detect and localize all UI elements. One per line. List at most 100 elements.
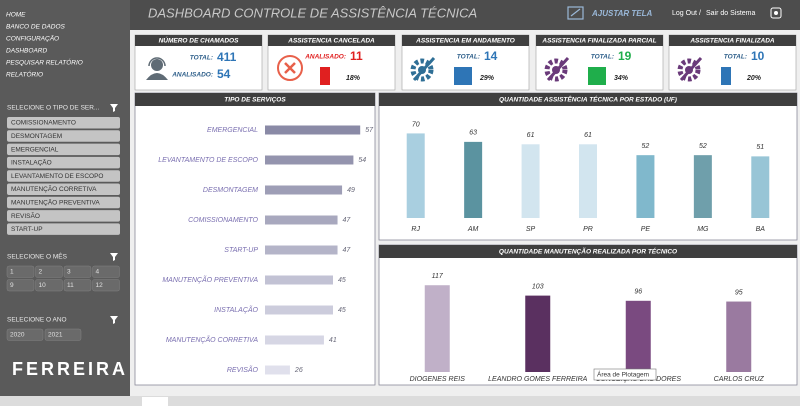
kpi-value: 11 xyxy=(350,49,363,63)
tooltip-box xyxy=(593,368,657,381)
chart-title: QUANTIDADE MANUTENÇÃO REALIZADA POR TÉCN… xyxy=(499,247,677,256)
icon-headset xyxy=(148,57,166,67)
category-label: INSTALAÇÃO xyxy=(214,305,258,314)
filter-option[interactable] xyxy=(7,223,120,235)
month-option-label[interactable]: 2 xyxy=(39,269,43,276)
adjust-icon[interactable] xyxy=(567,6,584,20)
bar xyxy=(265,305,333,315)
fullscreen-icon[interactable] xyxy=(770,7,782,19)
menu-item[interactable]: CONFIGURAÇÃO xyxy=(6,34,59,43)
menu-item[interactable]: PESQUISAR RELATÓRIO xyxy=(6,58,83,67)
filter-option[interactable] xyxy=(7,196,120,209)
kpi-percent: 18% xyxy=(346,75,361,82)
filter-option[interactable] xyxy=(7,156,120,169)
month-option[interactable] xyxy=(6,279,35,292)
year-option-label[interactable]: 2021 xyxy=(48,332,63,339)
value-label: 70 xyxy=(412,121,420,128)
filter-option-label[interactable]: EMERGENCIAL xyxy=(11,146,59,153)
kpi-label: TOTAL: xyxy=(190,55,213,62)
month-option-label[interactable]: 1 xyxy=(10,269,14,276)
filter-option[interactable] xyxy=(7,210,120,222)
value-label: 45 xyxy=(338,307,346,314)
top-bar xyxy=(0,0,800,30)
value-label: 51 xyxy=(756,144,764,151)
value-label: 41 xyxy=(329,337,337,344)
filter-label: SELECIONE O ANO xyxy=(7,317,67,324)
value-label: 52 xyxy=(642,143,650,150)
filter-option-label[interactable]: START-UP xyxy=(11,226,43,233)
filter-option-label[interactable]: MANUTENÇÃO CORRETIVA xyxy=(11,184,97,193)
category-label: PE xyxy=(641,226,651,233)
bar xyxy=(464,141,483,218)
exit-link[interactable]: Sair do Sistema xyxy=(706,10,756,17)
kpi-header xyxy=(402,35,529,46)
filter-option-label[interactable]: MANUTENÇÃO PREVENTIVA xyxy=(11,198,100,207)
month-option-label[interactable]: 4 xyxy=(96,269,100,276)
filter-option[interactable] xyxy=(7,170,120,182)
month-option[interactable] xyxy=(92,265,120,278)
category-label: DESMONTAGEM xyxy=(203,187,258,194)
year-option-label[interactable]: 2020 xyxy=(10,332,25,339)
icon-gear xyxy=(410,58,434,82)
kpi-value: 14 xyxy=(484,49,498,63)
category-label: DIOGENES REIS xyxy=(410,376,466,383)
month-option[interactable] xyxy=(35,265,63,278)
filter-option-label[interactable]: INSTALAÇÃO xyxy=(11,158,52,167)
month-option[interactable] xyxy=(6,265,35,278)
month-option[interactable] xyxy=(92,279,120,292)
month-option-label[interactable]: 11 xyxy=(67,282,74,289)
filter-option-label[interactable]: REVISÃO xyxy=(11,211,40,220)
bar xyxy=(265,215,338,225)
value-label: 96 xyxy=(634,289,642,296)
value-label: 95 xyxy=(735,289,743,296)
footer-box xyxy=(142,397,168,406)
filter-option[interactable] xyxy=(7,130,120,142)
month-option-label[interactable]: 3 xyxy=(67,269,71,276)
filter-option[interactable] xyxy=(7,183,120,196)
filter-icon[interactable] xyxy=(110,104,118,112)
filter-option[interactable] xyxy=(7,117,120,129)
month-option[interactable] xyxy=(63,279,92,292)
value-label: 61 xyxy=(584,132,592,139)
month-option-label[interactable]: 10 xyxy=(39,282,47,289)
month-option-label[interactable]: 12 xyxy=(96,282,104,289)
year-option[interactable] xyxy=(44,328,82,341)
value-label: 47 xyxy=(343,217,352,224)
month-option[interactable] xyxy=(63,265,92,278)
chart-panel xyxy=(134,92,376,386)
menu-item[interactable]: RELATÓRIO xyxy=(6,70,43,79)
adjust-button[interactable]: AJUSTAR TELA xyxy=(591,9,653,18)
kpi-label: TOTAL: xyxy=(457,54,480,61)
menu-item[interactable]: DASHBOARD xyxy=(6,48,47,55)
progress-box xyxy=(320,67,330,85)
icon-gear xyxy=(544,58,568,82)
logo: FERREIRA xyxy=(12,359,128,379)
category-label: RJ xyxy=(411,226,420,233)
year-option[interactable] xyxy=(6,328,44,341)
month-option[interactable] xyxy=(35,279,63,292)
bar xyxy=(265,125,361,135)
bar xyxy=(751,156,770,218)
menu-item[interactable]: BANCO DE DADOS xyxy=(6,24,66,31)
menu-item[interactable]: HOME xyxy=(6,12,26,19)
filter-icon[interactable] xyxy=(110,253,118,261)
icon-head xyxy=(151,59,163,71)
month-option-label[interactable]: 9 xyxy=(10,282,14,289)
value-label: 61 xyxy=(527,132,535,139)
filter-option-label[interactable]: DESMONTAGEM xyxy=(11,133,62,140)
icon-wrench xyxy=(679,56,703,82)
value-label: 54 xyxy=(358,157,366,164)
logout-link[interactable]: Log Out xyxy=(672,10,697,17)
filter-option-label[interactable]: LEVANTAMENTO DE ESCOPO xyxy=(11,173,103,180)
filter-icon[interactable] xyxy=(110,316,118,324)
bar xyxy=(693,155,712,218)
category-label: MG xyxy=(697,226,709,233)
value-label: 26 xyxy=(294,367,303,374)
filter-option-label[interactable]: COMISSIONAMENTO xyxy=(11,120,76,127)
value-label: 52 xyxy=(699,143,707,150)
chart-header xyxy=(379,93,797,106)
value-label: 45 xyxy=(338,277,346,284)
filter-option[interactable] xyxy=(7,143,120,156)
bar xyxy=(726,301,752,372)
